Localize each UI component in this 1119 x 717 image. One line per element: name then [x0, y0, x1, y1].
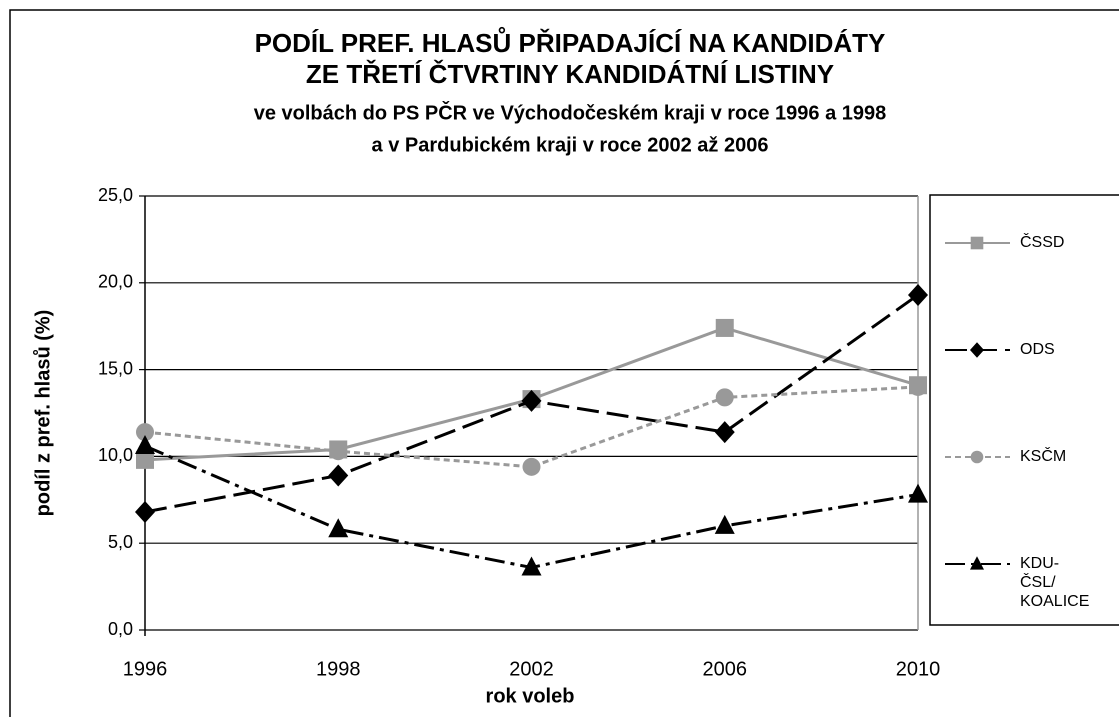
y-tick-label: 25,0: [98, 185, 133, 205]
marker: [136, 450, 154, 469]
chart-title: ZE TŘETÍ ČTVRTINY KANDIDÁTNÍ LISTINY: [306, 59, 834, 89]
x-tick-label: 2010: [896, 658, 941, 680]
marker: [521, 556, 542, 576]
y-tick-label: 5,0: [108, 532, 133, 552]
marker: [522, 457, 541, 476]
marker: [328, 518, 349, 538]
marker: [135, 500, 155, 523]
marker: [135, 434, 155, 454]
legend-marker: [970, 450, 984, 464]
marker: [328, 464, 349, 487]
marker: [715, 318, 734, 337]
x-tick-label: 2002: [509, 658, 554, 680]
marker: [714, 421, 735, 444]
legend-marker: [970, 556, 984, 570]
legend-label: ČSSD: [1020, 234, 1065, 251]
x-tick-label: 1998: [316, 658, 361, 680]
marker: [908, 483, 928, 503]
marker: [714, 514, 735, 534]
y-tick-label: 20,0: [98, 272, 133, 292]
y-tick-label: 10,0: [98, 445, 133, 465]
y-axis-title: podíl z pref. hlasů (%): [32, 310, 54, 517]
marker: [136, 423, 154, 442]
legend-box: [929, 194, 1119, 626]
x-tick-label: 1996: [123, 658, 168, 680]
legend-label: KDU-ČSL/ KOALICE: [1020, 555, 1090, 610]
marker: [715, 388, 734, 407]
chart-title: PODÍL PREF. HLASŮ PŘIPADAJÍCÍ NA KANDIDÁ…: [255, 26, 886, 58]
legend-label: KSČM: [1020, 448, 1067, 465]
marker: [329, 442, 348, 461]
y-tick-label: 0,0: [108, 619, 133, 639]
legend-marker: [970, 236, 984, 250]
legend-marker: [970, 342, 984, 358]
chart-subtitle: a v Pardubickém kraji v roce 2002 až 200…: [372, 134, 769, 156]
legend-label: ODS: [1020, 341, 1055, 358]
marker: [521, 389, 542, 412]
x-tick-label: 2006: [703, 658, 748, 680]
chart-subtitle: ve volbách do PS PČR ve Východočeském kr…: [254, 100, 887, 124]
x-axis-title: rok voleb: [486, 685, 575, 707]
y-tick-label: 15,0: [98, 358, 133, 378]
marker: [908, 283, 928, 306]
marker: [909, 377, 927, 396]
